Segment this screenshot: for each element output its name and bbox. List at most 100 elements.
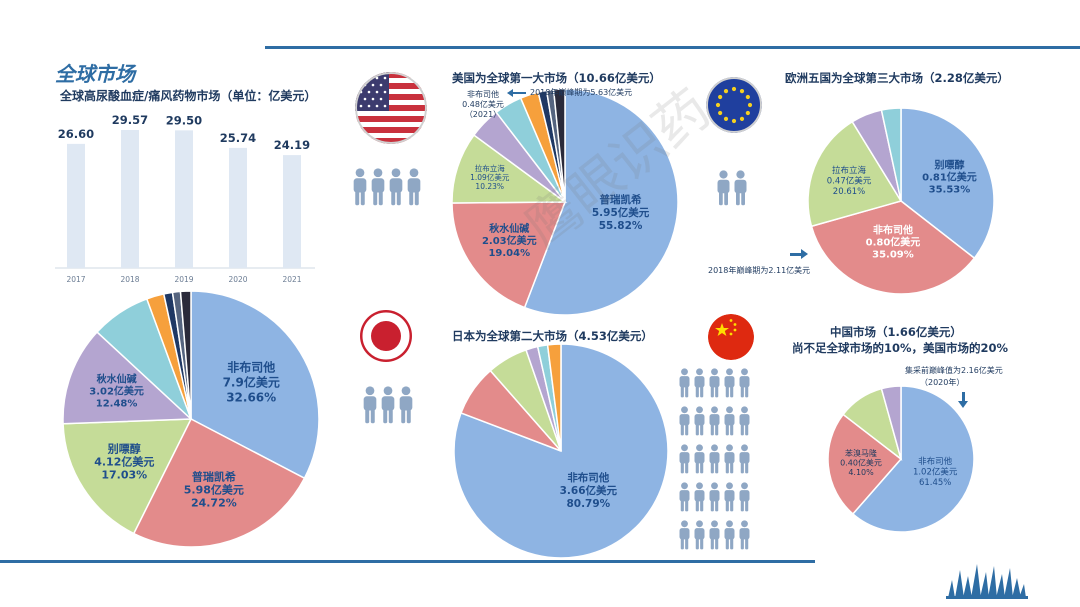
china-population-icons <box>678 368 753 558</box>
pie-slice-label: 5.98亿美元 <box>184 482 244 496</box>
pie-slice-拉布立海 <box>807 120 903 228</box>
grass-logo <box>946 564 1028 599</box>
person-icon <box>694 444 705 474</box>
us-fbx-note-2: 0.48亿美元 <box>462 100 504 109</box>
pie-slice-minor <box>880 107 902 202</box>
bar-2018 <box>121 130 139 268</box>
pie-slice-别嘌醇 <box>900 107 995 260</box>
china-arrow-shaft <box>962 392 965 402</box>
us-flag-icon <box>355 72 427 144</box>
pie-slice-label: 苯溴马隆 <box>845 448 877 458</box>
pie-slice-label: 17.03% <box>101 469 147 482</box>
person-icon <box>694 368 705 398</box>
pie-slice-非布司他 <box>851 385 975 533</box>
pie-slice-label: 55.82% <box>599 220 643 232</box>
pie-slice-普瑞凯希 <box>523 88 679 316</box>
pie-slice-label: 35.09% <box>872 249 914 260</box>
eu-star-icon <box>731 86 737 92</box>
pie-slice-minor <box>546 343 562 452</box>
eu-star-icon <box>739 89 745 94</box>
pie-slice-label: 别嘌醇 <box>933 159 964 172</box>
pie-slice-拉布立海 <box>451 134 568 204</box>
person-row <box>678 368 753 406</box>
us-fbx-annotation: 非布司他 0.48亿美元 （2021） <box>458 90 508 120</box>
pie-slice-label: 12.48% <box>96 399 138 410</box>
global-bar-chart: 26.60 2017 29.57 2018 29.50 2019 25.74 2020 24.1… <box>55 113 315 284</box>
bar-2020 <box>229 147 247 268</box>
japan-population-icons <box>362 386 416 432</box>
china-arrow-down-icon <box>958 401 968 408</box>
pie-slice-label: 0.80亿美元 <box>866 235 921 248</box>
pie-slice-label: 4.12亿美元 <box>94 455 154 469</box>
pie-slice-label: 7.9亿美元 <box>223 375 280 390</box>
person-icon <box>694 482 705 512</box>
person-icon <box>717 170 730 206</box>
person-icon <box>724 368 735 398</box>
bar-2019 <box>175 130 193 268</box>
person-row <box>678 444 753 482</box>
person-icon <box>679 406 690 436</box>
china-peak-note-1: 集采前巅峰值为2.16亿美元 <box>905 366 1003 375</box>
global-bar-title: 全球高尿酸血症/痛风药物市场（单位：亿美元） <box>60 89 317 103</box>
pie-slice-label: 32.66% <box>226 391 276 405</box>
person-row <box>352 168 424 214</box>
person-row <box>362 386 416 432</box>
person-icon <box>739 368 750 398</box>
person-row <box>678 520 753 558</box>
pie-slice-label: 3.02亿美元 <box>89 385 144 398</box>
eu-star-icon <box>723 116 729 121</box>
pie-slice-label: 非布司他 <box>918 456 953 467</box>
pie-slice-label: 35.53% <box>929 185 971 196</box>
person-icon <box>679 368 690 398</box>
pie-slice-label: 非布司他 <box>227 360 275 375</box>
person-icon <box>709 520 720 550</box>
pie-slice-label: 10.23% <box>475 182 504 191</box>
china-title: 中国市场（1.66亿美元） <box>830 325 962 339</box>
person-icon <box>389 168 403 206</box>
pie-slice-label: 普瑞凯希 <box>192 469 236 483</box>
person-icon <box>709 406 720 436</box>
china-peak-note-2: （2020年） <box>920 378 965 387</box>
bar-value-label: 29.57 <box>112 113 148 127</box>
pie-slice-label: 3.66亿美元 <box>560 484 618 497</box>
person-icon <box>694 406 705 436</box>
pie-slice-label: 5.95亿美元 <box>592 206 650 219</box>
pie-slice-非布司他 <box>190 290 320 480</box>
us-peak-note: 2018年巅峰期为5.63亿美元 <box>530 88 633 97</box>
eu-star-icon <box>718 110 723 116</box>
pie-slice-label: 拉布立海 <box>832 165 867 176</box>
eu-arrow-shaft <box>790 253 802 256</box>
pie-slice-别嘌醇 <box>62 418 193 535</box>
pie-slice-minor <box>880 385 902 460</box>
pie-slice-label: 2.03亿美元 <box>482 234 537 247</box>
bar-value-label: 26.60 <box>58 127 94 141</box>
pie-slice-label: 1.02亿美元 <box>913 467 958 478</box>
person-icon <box>381 386 395 424</box>
person-icon <box>739 520 750 550</box>
person-icon <box>709 368 720 398</box>
japan-title: 日本为全球第二大市场（4.53亿美元） <box>452 329 653 343</box>
person-icon <box>709 444 720 474</box>
person-icon <box>679 444 690 474</box>
pie-slice-label: 秋水仙碱 <box>97 373 137 386</box>
pie-slice-label: 普瑞凯希 <box>600 193 642 206</box>
pie-slice-普瑞凯希 <box>132 417 306 548</box>
bar-category-label: 2018 <box>120 275 139 284</box>
pie-slice-秋水仙碱 <box>451 201 567 309</box>
bar-category-label: 2017 <box>66 275 85 284</box>
bar-category-label: 2019 <box>174 275 193 284</box>
person-icon <box>724 520 735 550</box>
eu-star-icon <box>715 102 721 108</box>
eu-star-icon <box>731 118 737 124</box>
bar-category-label: 2021 <box>282 275 301 284</box>
person-icon <box>679 520 690 550</box>
pie-slice-label: 0.81亿美元 <box>922 171 977 184</box>
person-icon <box>724 444 735 474</box>
us-arrow-left-icon <box>507 89 513 97</box>
person-icon <box>353 168 367 206</box>
eu-star-icon <box>718 94 723 100</box>
china-pie-chart: 非布司他1.02亿美元61.45%苯溴马隆0.40亿美元4.10%别嘌醇0.17… <box>827 385 975 533</box>
us-fbx-note-3: （2021） <box>464 110 502 119</box>
pie-slice-label: 非布司他 <box>873 223 913 236</box>
